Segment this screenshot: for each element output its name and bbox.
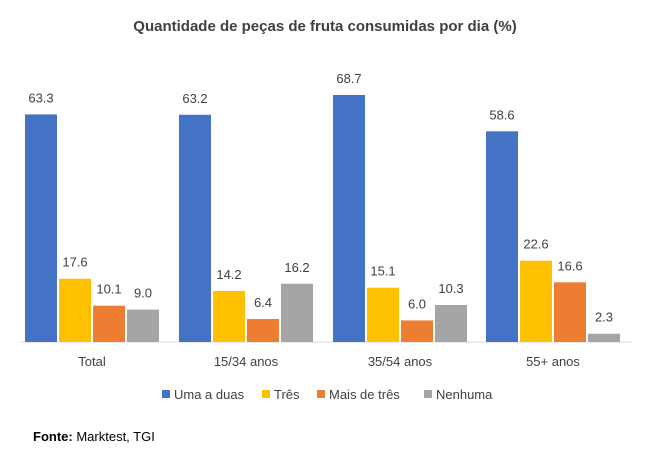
data-label-tr-s-35-54-anos: 15.1	[370, 264, 395, 279]
bar-tr-s-total	[59, 278, 91, 342]
bar-nenhuma-15-34-anos	[281, 283, 313, 342]
category-label-35-54-anos: 35/54 anos	[368, 354, 433, 369]
bar-mais-de-tr-s-35-54-anos	[401, 320, 433, 342]
data-label-uma-a-duas-15-34-anos: 63.2	[182, 91, 207, 106]
data-label-uma-a-duas-total: 63.3	[28, 90, 53, 105]
legend-swatch-tr-s	[262, 390, 270, 398]
category-labels-layer: Total 15/34 anos 35/54 anos 55+ anos	[78, 354, 580, 369]
data-label-mais-de-tr-s-15-34-anos: 6.4	[254, 295, 272, 310]
legend: Uma a duas Três Mais de três Nenhuma	[162, 387, 493, 402]
legend-label-nenhuma: Nenhuma	[436, 387, 493, 402]
data-label-mais-de-tr-s-35-54-anos: 6.0	[408, 296, 426, 311]
source-label: Fonte:	[33, 429, 73, 444]
data-label-tr-s-55-anos: 22.6	[523, 237, 548, 252]
data-label-nenhuma-55-anos: 2.3	[595, 310, 613, 325]
bar-uma-a-duas-total	[25, 114, 57, 342]
bar-uma-a-duas-35-54-anos	[333, 95, 365, 342]
bar-uma-a-duas-15-34-anos	[179, 114, 211, 342]
legend-swatch-nenhuma	[424, 390, 432, 398]
bar-mais-de-tr-s-total	[93, 305, 125, 342]
data-label-tr-s-total: 17.6	[62, 255, 87, 270]
data-label-mais-de-tr-s-55-anos: 16.6	[557, 258, 582, 273]
legend-swatch-mais-de-tr-s	[317, 390, 325, 398]
legend-label-mais-de-tr-s: Mais de três	[329, 387, 400, 402]
bar-uma-a-duas-55-anos	[486, 131, 518, 342]
data-label-tr-s-15-34-anos: 14.2	[216, 267, 241, 282]
data-label-uma-a-duas-35-54-anos: 68.7	[336, 71, 361, 86]
source-text: Marktest, TGI	[76, 429, 155, 444]
chart-title: Quantidade de peças de fruta consumidas …	[133, 18, 516, 35]
legend-swatch-uma-a-duas	[162, 390, 170, 398]
bar-tr-s-15-34-anos	[213, 290, 245, 342]
bar-tr-s-55-anos	[520, 260, 552, 342]
bar-tr-s-35-54-anos	[367, 287, 399, 342]
legend-label-tr-s: Três	[274, 387, 300, 402]
bar-mais-de-tr-s-15-34-anos	[247, 318, 279, 342]
bar-nenhuma-total	[127, 309, 159, 342]
data-label-nenhuma-total: 9.0	[134, 286, 152, 301]
category-label-total: Total	[78, 354, 106, 369]
data-label-nenhuma-15-34-anos: 16.2	[284, 260, 309, 275]
value-labels-layer: 63.3 17.6 10.1 9.0 63.2 14.2 6.4 16.2 68.7 15.1 6.…	[28, 71, 613, 325]
source-note: Fonte: Marktest, TGI	[33, 429, 155, 444]
data-label-nenhuma-35-54-anos: 10.3	[438, 281, 463, 296]
bars-layer	[25, 95, 620, 342]
data-label-uma-a-duas-55-anos: 58.6	[489, 107, 514, 122]
category-label-55-anos: 55+ anos	[526, 354, 580, 369]
legend-label-uma-a-duas: Uma a duas	[174, 387, 245, 402]
bar-nenhuma-35-54-anos	[435, 304, 467, 342]
bar-nenhuma-55-anos	[588, 333, 620, 342]
data-label-mais-de-tr-s-total: 10.1	[96, 282, 121, 297]
bar-mais-de-tr-s-55-anos	[554, 282, 586, 342]
category-label-15-34-anos: 15/34 anos	[214, 354, 279, 369]
